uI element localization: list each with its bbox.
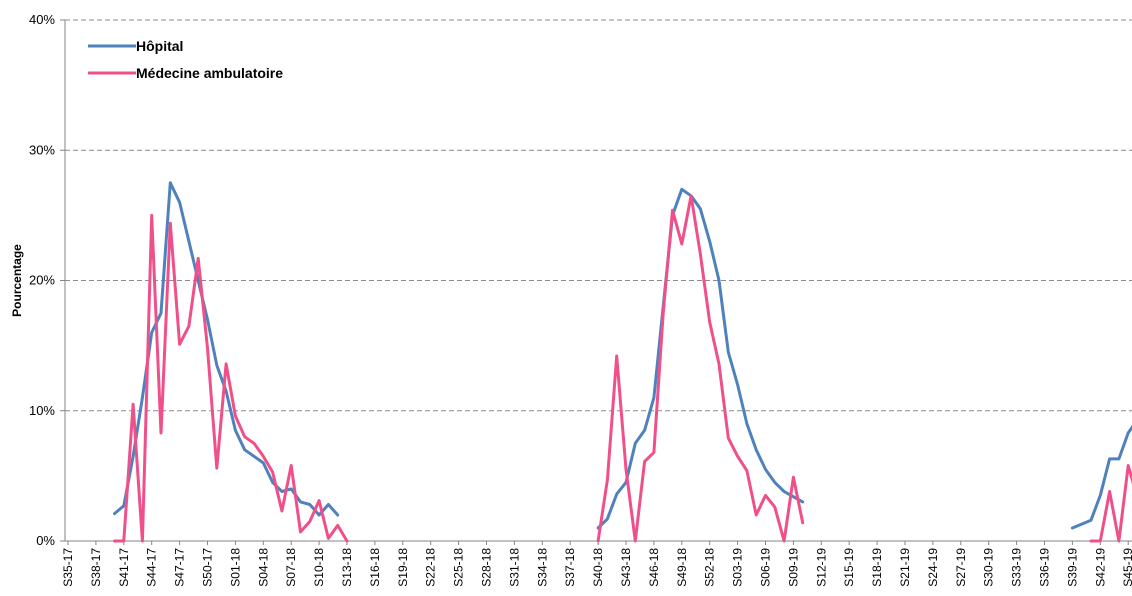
y-tick-label: 30%	[29, 142, 55, 157]
x-tick-label: S33-19	[1010, 548, 1024, 587]
x-tick-label: S06-19	[759, 548, 773, 587]
x-tick-label: S13-18	[340, 548, 354, 587]
x-tick-labels: S35-17 S38-17 S41-17 S44-17 S47-17 S50-17 S01-…	[61, 548, 1132, 587]
series-line-medecine-ambulatoire	[596, 194, 805, 543]
x-tick-label: S43-18	[619, 548, 633, 587]
x-tick-label: S10-18	[312, 548, 326, 587]
x-tick-label: S40-18	[591, 548, 605, 587]
series-line-medecine-ambulatoire	[113, 213, 349, 543]
legend-label: Hôpital	[136, 38, 183, 54]
x-tick-label: S39-19	[1065, 548, 1079, 587]
series-line-hopital	[596, 187, 805, 530]
y-tick-label: 10%	[29, 403, 55, 418]
x-tick-label: S31-18	[507, 548, 521, 587]
x-tick-label: S12-19	[814, 548, 828, 587]
x-tick-label: S46-18	[647, 548, 661, 587]
x-tick-label: S45-19	[1121, 548, 1132, 587]
x-tick-label: S41-17	[117, 548, 131, 587]
axes	[60, 19, 1132, 545]
x-tick-label: S09-19	[786, 548, 800, 587]
x-tick-label: S44-17	[145, 548, 159, 587]
y-tick-label: 0%	[36, 533, 55, 548]
x-tick-label: S18-19	[870, 548, 884, 587]
x-tick-label: S15-19	[842, 548, 856, 587]
y-tick-label: 40%	[29, 12, 55, 27]
x-tick-label: S25-18	[452, 548, 466, 587]
legend-label: Médecine ambulatoire	[136, 65, 283, 81]
series-line-hopital	[1070, 425, 1132, 530]
series-line-medecine-ambulatoire	[1089, 464, 1132, 543]
x-tick-label: S36-19	[1038, 548, 1052, 587]
legend: Hôpital Médecine ambulatoire	[88, 38, 283, 81]
x-tick-label: S35-17	[61, 548, 75, 587]
x-tick-label: S27-19	[954, 548, 968, 587]
x-tick-label: S07-18	[284, 548, 298, 587]
x-tick-label: S16-18	[368, 548, 382, 587]
x-tick-label: S21-19	[898, 548, 912, 587]
x-tick-label: S19-18	[396, 548, 410, 587]
x-tick-label: S30-19	[982, 548, 996, 587]
y-tick-label: 20%	[29, 273, 55, 288]
series-lines	[113, 181, 1132, 543]
x-tick-label: S52-18	[703, 548, 717, 587]
x-tick-label: S24-19	[926, 548, 940, 587]
x-tick-label: S34-18	[535, 548, 549, 587]
x-tick-label: S38-17	[89, 548, 103, 587]
x-tick-label: S01-18	[228, 548, 242, 587]
y-axis-label: Pourcentage	[10, 244, 24, 317]
x-tick-label: S28-18	[480, 548, 494, 587]
x-tick-label: S42-19	[1093, 548, 1107, 587]
x-tick-label: S47-17	[173, 548, 187, 587]
grid-lines	[65, 19, 1132, 412]
series-line-hopital	[113, 181, 340, 517]
x-tick-label: S22-18	[424, 548, 438, 587]
x-tick-label: S49-18	[675, 548, 689, 587]
x-tick-label: S03-19	[731, 548, 745, 587]
x-tick-label: S50-17	[201, 548, 215, 587]
x-tick-label: S37-18	[563, 548, 577, 587]
y-tick-labels: 0% 10% 20% 30% 40%	[29, 12, 55, 548]
x-tick-label: S04-18	[256, 548, 270, 587]
